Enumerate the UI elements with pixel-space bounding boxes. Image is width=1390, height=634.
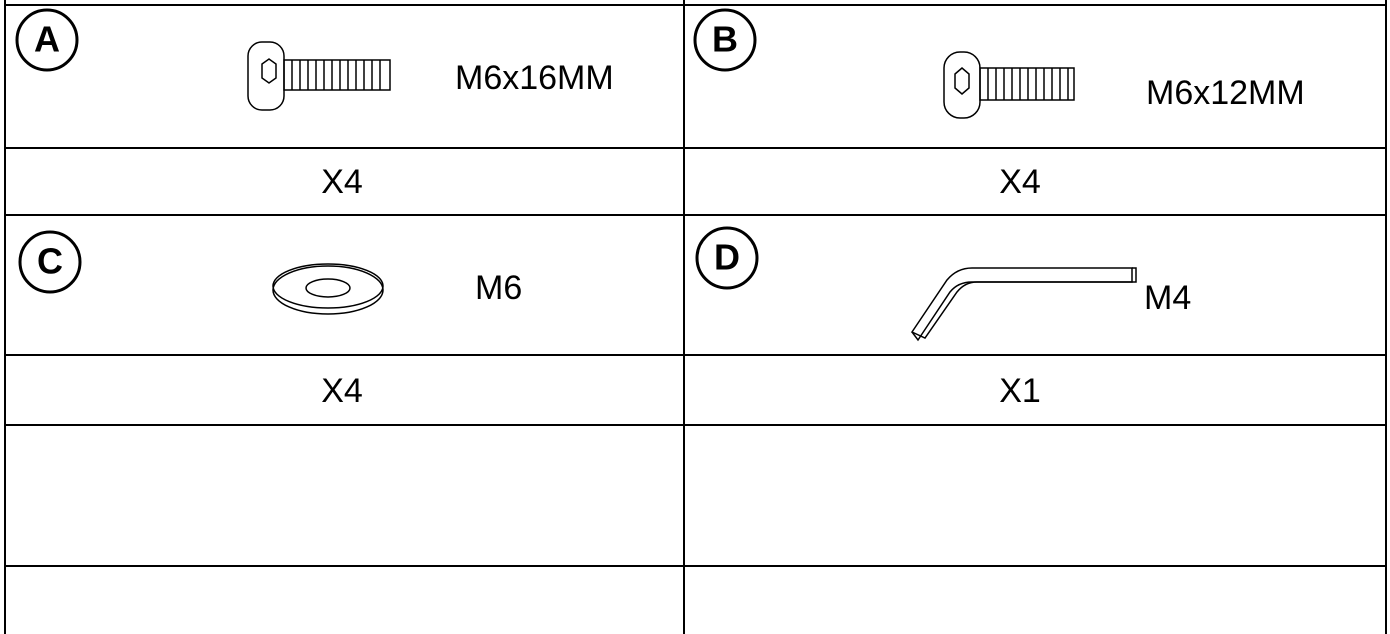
table-grid — [4, 0, 1387, 634]
letter-badge — [15, 8, 79, 72]
part-spec: M6x16MM — [455, 59, 614, 97]
hex-key-icon — [910, 267, 1137, 342]
part-quantity: X4 — [321, 372, 363, 410]
part-spec: M6x12MM — [1146, 74, 1305, 112]
washer-icon — [272, 263, 384, 315]
letter-badge — [695, 226, 759, 290]
part-quantity: X4 — [999, 163, 1041, 201]
part-letter: D — [714, 237, 740, 278]
bolt-icon — [943, 51, 1075, 119]
bolt-icon — [247, 41, 391, 111]
part-letter: B — [712, 19, 738, 60]
letter-badge — [18, 230, 82, 294]
part-quantity: X1 — [999, 372, 1041, 410]
letter-badge — [693, 8, 757, 72]
part-spec: M4 — [1144, 279, 1191, 317]
part-letter: C — [37, 241, 63, 282]
part-quantity: X4 — [321, 163, 363, 201]
part-spec: M6 — [475, 269, 522, 307]
part-letter: A — [34, 19, 60, 60]
